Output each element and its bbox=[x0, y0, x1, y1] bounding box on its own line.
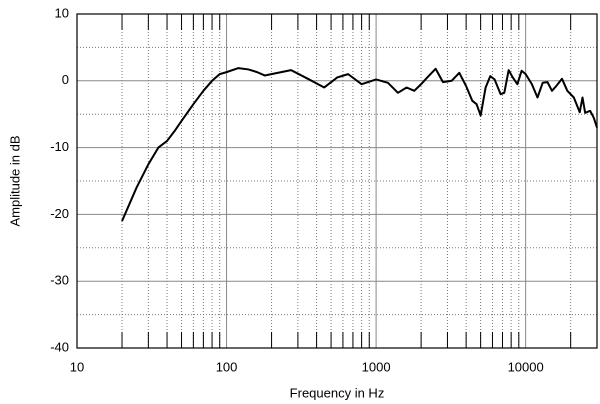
y-tick-label: -20 bbox=[50, 206, 69, 221]
y-tick-label: 0 bbox=[62, 72, 69, 87]
x-tick-label: 10 bbox=[70, 359, 84, 374]
x-tick-label: 1000 bbox=[362, 359, 391, 374]
y-tick-label: -40 bbox=[50, 339, 69, 354]
y-tick-label: 10 bbox=[55, 5, 69, 20]
x-axis-label: Frequency in Hz bbox=[290, 385, 385, 400]
x-tick-label: 10000 bbox=[508, 359, 544, 374]
x-tick-label: 100 bbox=[216, 359, 238, 374]
data-line bbox=[121, 67, 598, 222]
y-tick-label: -30 bbox=[50, 273, 69, 288]
y-tick-label: -10 bbox=[50, 139, 69, 154]
y-axis-label: Amplitude in dB bbox=[7, 135, 22, 226]
plot-frame bbox=[76, 13, 598, 349]
